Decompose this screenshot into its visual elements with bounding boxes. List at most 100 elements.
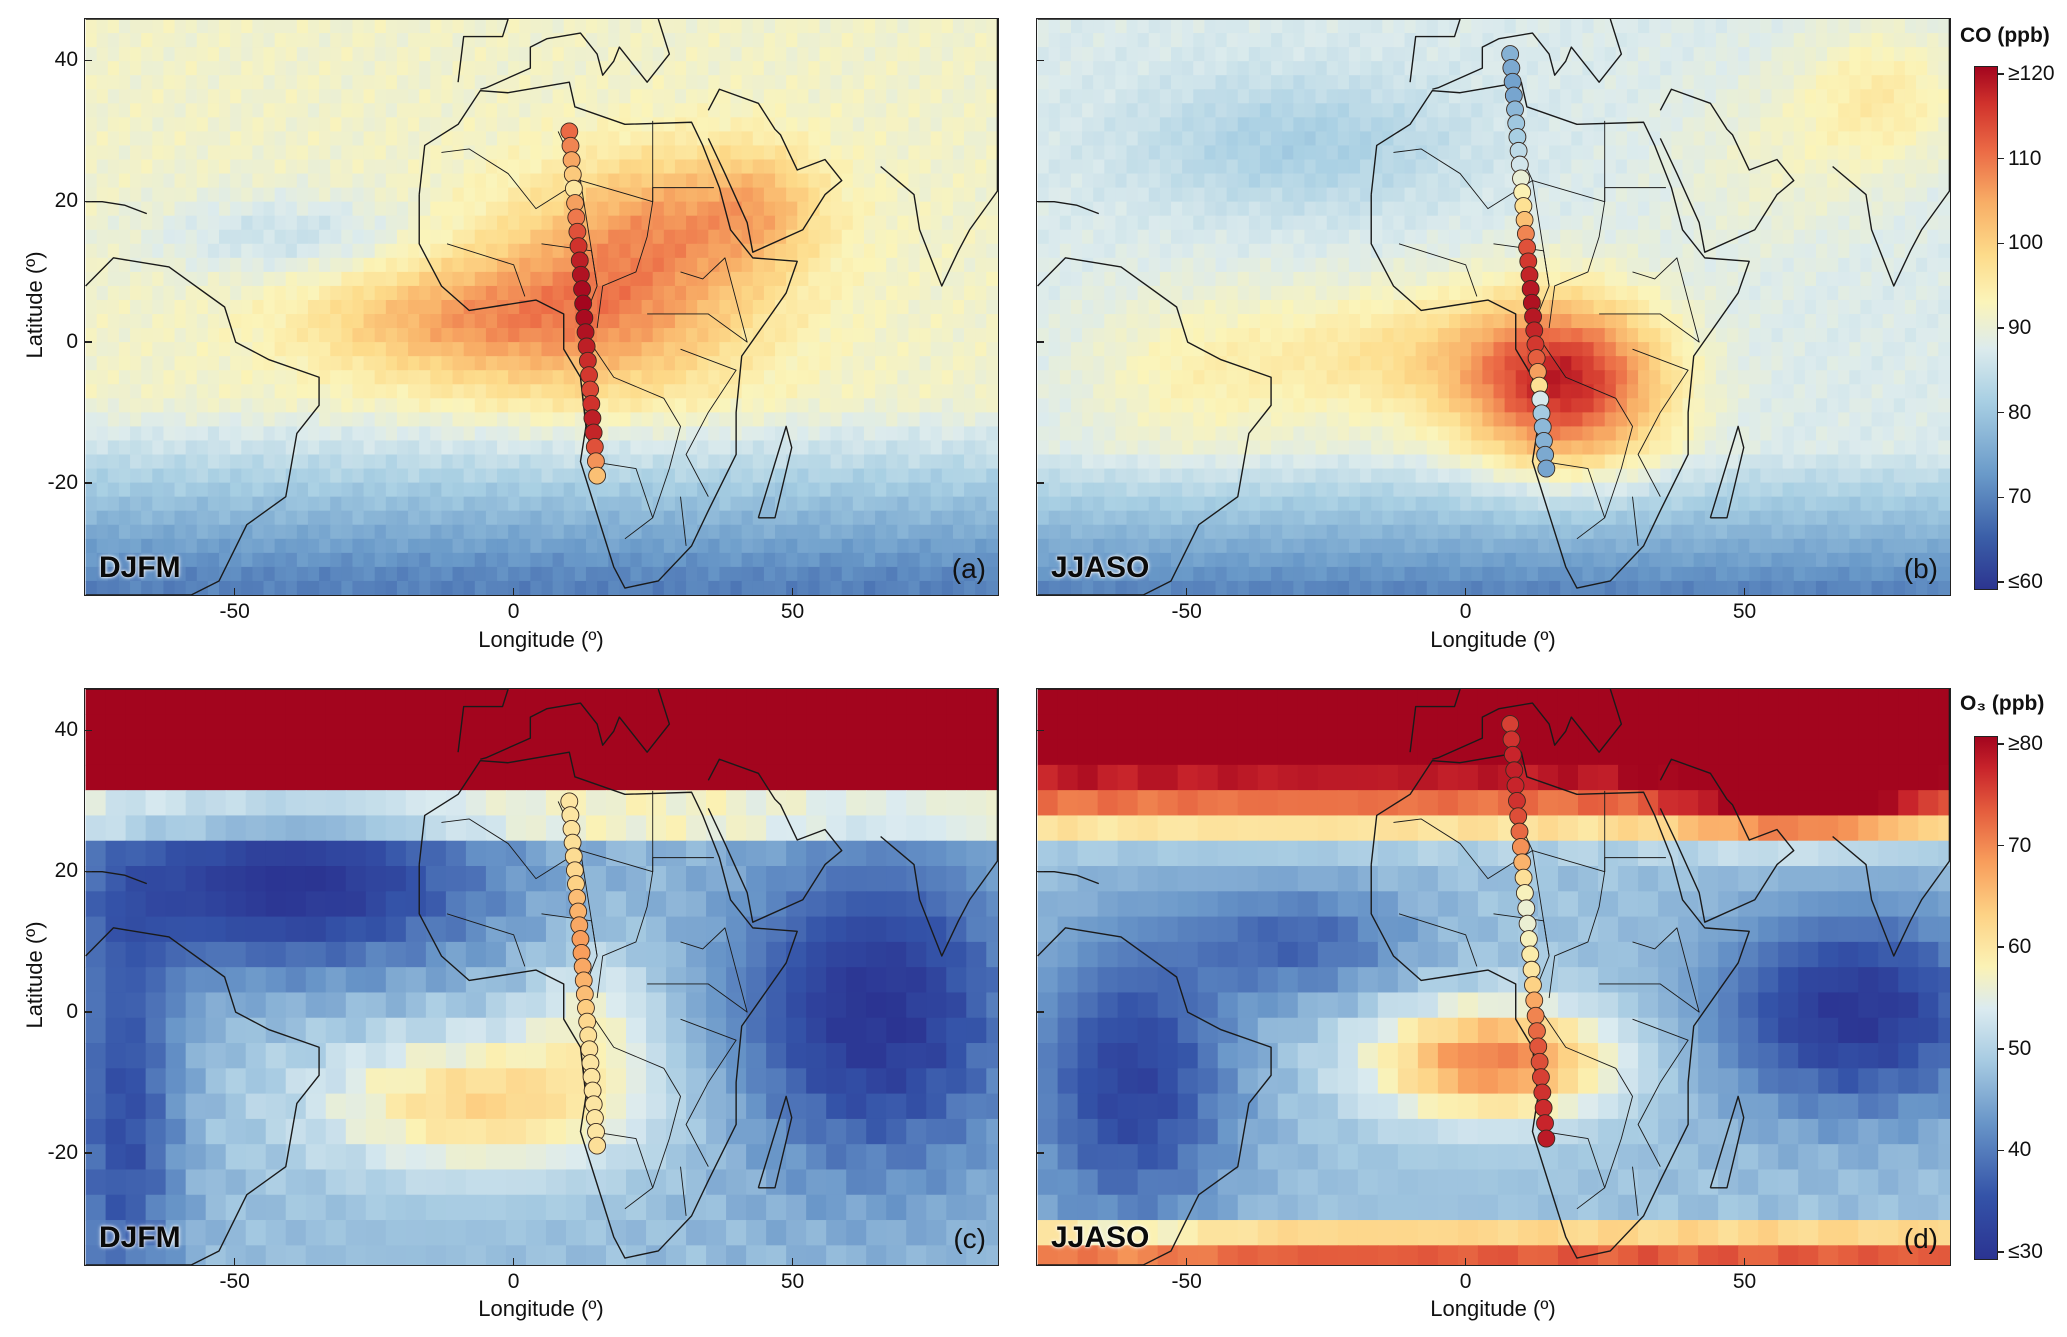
- grid-cell: [730, 342, 743, 357]
- grid-cell: [941, 215, 954, 231]
- grid-cell: [508, 229, 521, 245]
- grid-cell: [519, 131, 532, 147]
- grid-cell: [1371, 159, 1384, 175]
- grid-cell: [1815, 145, 1828, 161]
- grid-cell: [719, 19, 732, 34]
- grid-cell: [1215, 243, 1228, 259]
- grid-cell: [597, 566, 610, 582]
- grid-cell: [741, 299, 754, 315]
- grid-cell: [352, 482, 365, 498]
- grid-cell: [619, 454, 632, 470]
- grid-cell: [619, 257, 632, 273]
- grid-cell: [808, 117, 821, 133]
- grid-cell: [452, 47, 465, 62]
- grid-cell: [1271, 201, 1284, 217]
- grid-cell: [152, 440, 165, 456]
- grid-cell: [1582, 103, 1595, 119]
- grid-cell: [485, 103, 498, 119]
- grid-cell: [663, 454, 676, 470]
- grid-cell: [674, 299, 687, 315]
- grid-cell: [118, 117, 131, 133]
- grid-cell: [641, 370, 654, 386]
- grid-cell: [230, 33, 243, 48]
- grid-cell: [1871, 257, 1884, 273]
- grid-cell: [964, 243, 976, 259]
- grid-cell: [130, 370, 142, 386]
- grid-cell: [1493, 131, 1506, 147]
- grid-cell: [96, 510, 109, 526]
- grid-cell: [585, 299, 598, 315]
- grid-cell: [1838, 173, 1851, 189]
- grid-cell: [1137, 103, 1150, 119]
- grid-cell: [797, 299, 810, 315]
- grid-cell: [763, 243, 776, 259]
- grid-cell: [1515, 47, 1528, 62]
- grid-cell: [497, 271, 509, 287]
- grid-cell: [1148, 75, 1161, 91]
- grid-cell: [908, 482, 921, 498]
- grid-cell: [641, 426, 654, 442]
- grid-cell: [1615, 75, 1628, 91]
- grid-cell: [708, 33, 721, 48]
- grid-cell: [319, 412, 332, 428]
- grid-cell: [1771, 229, 1784, 245]
- grid-cell: [1760, 201, 1773, 217]
- grid-cell: [1560, 19, 1573, 34]
- grid-cell: [619, 201, 632, 217]
- grid-cell: [352, 538, 365, 554]
- grid-cell: [886, 384, 899, 400]
- grid-cell: [663, 19, 676, 34]
- grid-cell: [1671, 131, 1684, 147]
- grid-cell: [519, 229, 532, 245]
- grid-cell: [608, 328, 621, 343]
- grid-cell: [841, 314, 854, 329]
- grid-cell: [875, 468, 888, 484]
- grid-cell: [396, 215, 409, 231]
- grid-cell: [897, 75, 910, 91]
- grid-cell: [752, 117, 765, 133]
- grid-cell: [1804, 75, 1817, 91]
- grid-cell: [908, 342, 921, 357]
- grid-cell: [130, 552, 142, 568]
- grid-cell: [1360, 271, 1372, 287]
- grid-cell: [1093, 173, 1106, 189]
- grid-cell: [419, 243, 432, 259]
- grid-cell: [296, 342, 309, 357]
- grid-cell: [1582, 257, 1595, 273]
- grid-cell: [252, 299, 265, 315]
- grid-cell: [508, 47, 521, 62]
- grid-cell: [307, 257, 320, 273]
- grid-cell: [1059, 47, 1072, 62]
- grid-cell: [263, 566, 276, 582]
- grid-cell: [152, 131, 165, 147]
- grid-cell: [886, 412, 899, 428]
- grid-cell: [508, 468, 521, 484]
- grid-cell: [1582, 89, 1595, 105]
- grid-cell: [396, 370, 409, 386]
- grid-cell: [719, 243, 732, 259]
- grid-cell: [563, 271, 576, 287]
- grid-cell: [1059, 215, 1072, 231]
- grid-cell: [752, 566, 765, 582]
- grid-cell: [1282, 173, 1295, 189]
- grid-cell: [830, 454, 843, 470]
- grid-cell: [207, 552, 220, 568]
- grid-cell: [1070, 33, 1083, 48]
- grid-cell: [174, 524, 187, 540]
- grid-cell: [1704, 89, 1717, 105]
- grid-cell: [441, 342, 454, 357]
- grid-cell: [85, 440, 98, 456]
- grid-cell: [1493, 145, 1506, 161]
- grid-cell: [841, 19, 854, 34]
- grid-cell: [986, 229, 998, 245]
- grid-cell: [1393, 75, 1406, 91]
- grid-cell: [474, 285, 487, 301]
- grid-cell: [1771, 243, 1784, 259]
- grid-cell: [1104, 187, 1117, 203]
- grid-cell: [374, 328, 387, 343]
- grid-cell: [1526, 103, 1539, 119]
- grid-cell: [1849, 47, 1862, 62]
- grid-cell: [1293, 103, 1306, 119]
- grid-cell: [263, 215, 276, 231]
- grid-cell: [808, 426, 821, 442]
